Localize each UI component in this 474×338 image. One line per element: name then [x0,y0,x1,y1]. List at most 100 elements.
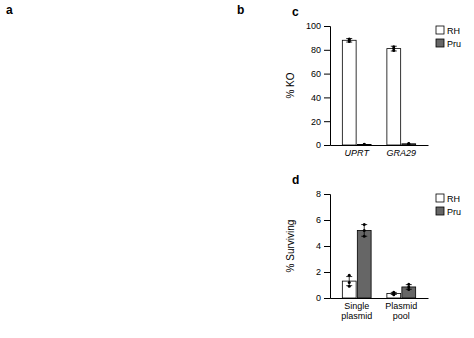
bar [357,230,371,298]
panel: 02468SingleplasmidPlasmidpool% Surviving… [285,173,461,321]
dot [407,142,410,145]
tick: 0 [316,140,330,150]
error-bar [391,46,397,51]
legend-label: RH [447,194,460,204]
x-axis: Singleplasmid Plasmidpool [331,298,429,321]
dot [348,281,351,284]
annotation: a [6,3,13,17]
tick-mark [324,272,330,273]
y-axis-label: % KO [285,72,296,98]
figure: 020406080100UPRTGRA29% KOcRHPruab02468Si… [0,0,474,338]
tick-mark [324,26,330,27]
title: d [292,173,299,187]
error-bar [346,277,352,286]
error-line [393,46,394,51]
tick: GRA29 [387,145,417,158]
legend-label: Pru [447,207,461,217]
dot [392,45,395,48]
legend-swatch [436,39,444,47]
tick: 20 [311,117,330,127]
tick: 60 [311,69,330,79]
axis-line [324,27,331,146]
bar [402,287,416,298]
dot [363,223,366,226]
dot [392,291,395,294]
bar [342,281,356,298]
dot [363,143,366,145]
tick-mark [324,194,330,195]
dot [407,143,410,145]
legend-swatch [436,194,444,202]
legend-item: RH [436,194,460,204]
legend-item: RH [436,26,460,36]
tick: Singleplasmid [341,298,372,321]
tick-mark [324,121,330,122]
tick-label-line: pool [393,311,410,321]
legend: RH Pru [436,194,461,217]
legend-swatch [436,26,444,34]
dot [363,229,366,232]
dot [348,39,351,42]
tick-label-line: Plasmid [385,301,417,311]
legend-swatch [436,207,444,215]
tick-label: Plasmidpool [385,301,417,321]
tick-mark [324,246,330,247]
dot [348,274,351,277]
legend-label: RH [447,26,460,36]
tick-label: 20 [311,117,321,127]
series [357,142,415,145]
tick-label: 60 [311,69,321,79]
series [342,38,400,145]
dot [407,283,410,286]
dot [348,285,351,288]
tick-label: 8 [316,189,321,199]
error-line [364,225,365,237]
marks [342,223,415,298]
y-axis: 02468 [316,189,331,303]
tick: 0 [316,293,330,303]
legend: RH Pru [436,26,461,49]
title: c [292,5,299,19]
legend-item: Pru [436,39,461,49]
legend-item: Pru [436,207,461,217]
tick-mark [324,145,330,146]
tick-label: 2 [316,267,321,277]
error-line [349,38,350,42]
axis-line [331,145,429,146]
tick-mark [324,50,330,51]
tick-label: 80 [311,45,321,55]
tick: Plasmidpool [385,298,417,321]
tick-label: 0 [316,140,321,150]
dot [407,142,410,145]
tick: 40 [311,93,330,103]
error-bar [346,38,352,42]
tick-label-line: plasmid [341,311,372,321]
tick-mark [324,220,330,221]
error-cap [361,224,367,225]
dot [363,143,366,145]
tick-label: 100 [306,21,321,31]
dot [363,235,366,238]
error-cap [361,236,367,237]
tick: 2 [316,267,330,277]
series [357,223,415,298]
marks [342,38,415,145]
y-axis-label: % Surviving [285,220,296,273]
tick-label: 6 [316,215,321,225]
bar [342,40,356,145]
tick-mark [324,74,330,75]
tick-label-line: Single [344,301,369,311]
y-axis: 0 20 40 60 80 100 [306,21,331,150]
dot [348,38,351,41]
dot [407,285,410,288]
tick: 6 [316,215,330,225]
tick: 100 [306,21,330,31]
error-bar [361,225,367,237]
tick: UPRT [345,145,371,158]
axis-line [324,195,331,299]
bar [387,49,401,145]
error-line [349,277,350,286]
x-axis: UPRT GRA29 [331,145,429,158]
tick-label: Singleplasmid [341,301,372,321]
tick-label: 0 [316,293,321,303]
